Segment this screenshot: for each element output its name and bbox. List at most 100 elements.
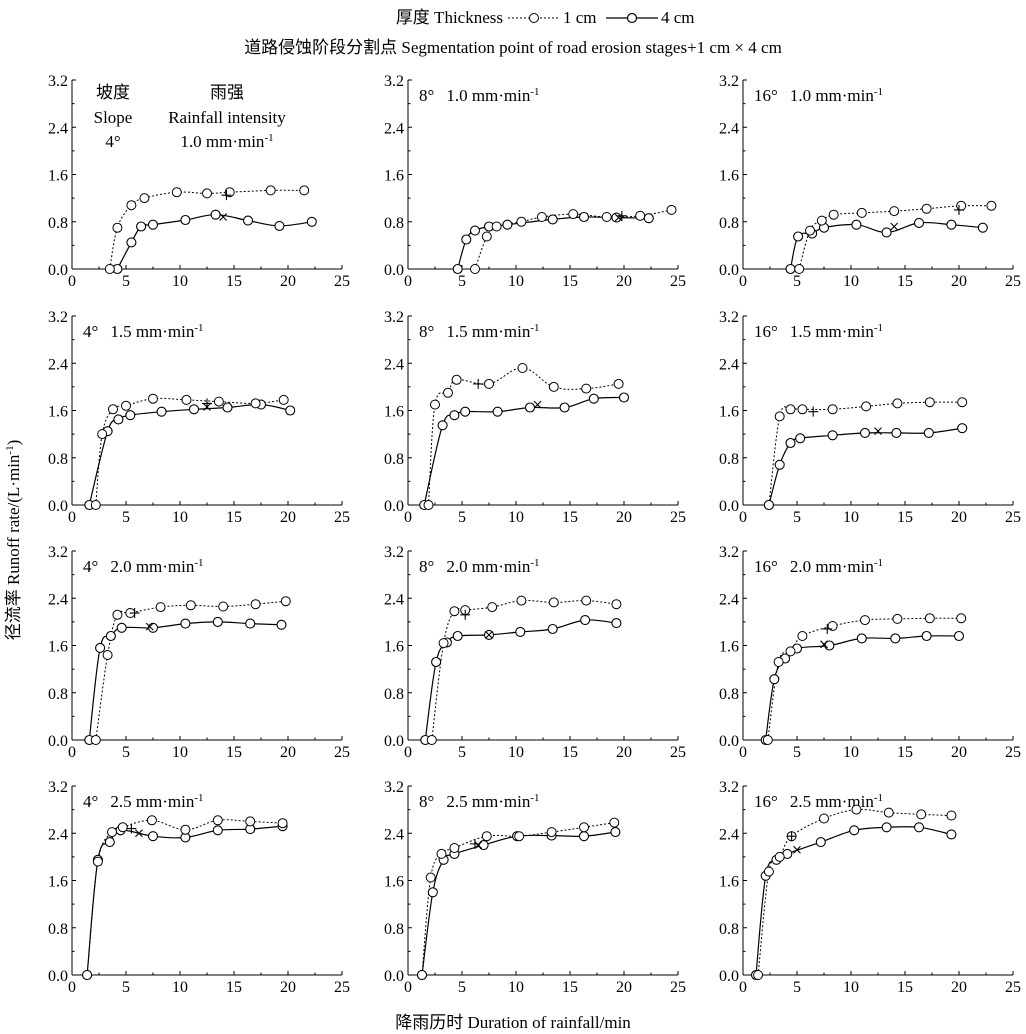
series-1cm-point xyxy=(224,187,235,198)
series-4cm-point xyxy=(977,222,988,233)
y-axis-label: 径流率 Runoff rate/(L·min-1) xyxy=(4,440,23,641)
series-1cm-point xyxy=(280,596,291,607)
series-1cm-point xyxy=(449,843,460,853)
panel-label: 4° 1.5 mm·min-1 xyxy=(83,322,204,341)
series-1cm-point xyxy=(430,399,440,410)
series-1cm-point xyxy=(613,378,624,389)
series-1cm-point xyxy=(491,221,502,232)
x-tick-label: 25 xyxy=(334,509,350,526)
series-1cm-point xyxy=(90,500,101,510)
segmentation-cross-marker xyxy=(203,403,211,411)
panel-12: 0.0 0.8 1.6 2.4 3.2 0 5 10 15 20 25 16° 2.5 mm·min-1 xyxy=(719,779,1021,996)
x-tick-label: 20 xyxy=(280,273,296,290)
segmentation-cross-marker xyxy=(474,841,483,849)
series-1cm-point xyxy=(426,735,437,745)
series-1cm-point xyxy=(112,222,123,233)
series-1cm-point xyxy=(956,613,967,624)
intensity-unit-sup: -1 xyxy=(194,322,203,334)
series-1cm-point xyxy=(827,621,838,631)
series-1cm-point xyxy=(250,398,261,409)
segmentation-plus-marker xyxy=(460,609,471,620)
x-tick-label: 25 xyxy=(670,979,686,996)
x-tick-label: 10 xyxy=(172,979,188,996)
slope-value-label: 8° xyxy=(419,86,434,105)
series-4cm-point xyxy=(618,392,630,403)
series-1cm-point xyxy=(797,404,808,415)
y-tick-label: 0.8 xyxy=(719,921,739,938)
x-tick-label: 0 xyxy=(739,509,747,526)
series-1cm-point xyxy=(763,500,774,510)
panel-9: 0.0 0.8 1.6 2.4 3.2 0 5 10 15 20 25 16° 2.0 mm·min-1 xyxy=(719,544,1021,761)
slope-value-label: 8° xyxy=(419,557,434,576)
y-tick-label: 0.0 xyxy=(48,498,68,515)
series-4cm-point xyxy=(769,674,780,685)
intensity-label: 1.0 mm·min xyxy=(790,86,875,105)
series-4cm-point xyxy=(116,622,127,633)
series-1cm-point xyxy=(794,264,805,274)
series-1cm-point xyxy=(797,631,808,641)
series-4cm-point xyxy=(913,217,925,228)
series-4cm-point xyxy=(502,219,513,230)
x-tick-label: 0 xyxy=(68,979,76,996)
slope-value-label: 4° xyxy=(83,557,98,576)
series-4cm-point xyxy=(285,405,296,416)
x-tick-label: 15 xyxy=(562,273,578,290)
legend-segmentation-line: 道路侵蚀阶段分割点 Segmentation point of road ero… xyxy=(244,38,782,57)
y-tick-label: 2.4 xyxy=(48,356,68,373)
series-4cm-point xyxy=(881,822,892,833)
series-4cm-point xyxy=(242,215,254,226)
x-tick-label: 15 xyxy=(897,509,913,526)
series-1cm-point xyxy=(819,813,829,824)
series-4cm-point xyxy=(431,656,442,668)
x-tick-label: 10 xyxy=(508,509,524,526)
x-tick-label: 20 xyxy=(280,744,296,761)
x-tick-label: 0 xyxy=(739,744,747,761)
series-1cm-point xyxy=(97,429,108,440)
series-1cm-point xyxy=(218,601,229,612)
segmentation-cross-marker xyxy=(533,400,542,409)
y-axis-label-close: ) xyxy=(4,440,23,446)
x-tick-label: 5 xyxy=(793,979,801,996)
x-tick-label: 5 xyxy=(458,979,466,996)
intensity-unit-sup: -1 xyxy=(874,792,883,804)
y-tick-label: 0.0 xyxy=(719,733,739,750)
x-tick-label: 5 xyxy=(793,744,801,761)
legend-segmentation-label: 道路侵蚀阶段分割点 Segmentation point of road ero… xyxy=(244,38,687,57)
segmentation-plus-marker xyxy=(808,406,819,417)
x-tick-label: 10 xyxy=(508,273,524,290)
x-tick-label: 10 xyxy=(508,744,524,761)
intensity-label: 1.5 mm·min xyxy=(446,322,531,341)
slope-value-label: 4° xyxy=(105,132,120,151)
panel-8: 0.0 0.8 1.6 2.4 3.2 0 5 10 15 20 25 8° 2.0 mm·min-1 xyxy=(384,544,686,761)
series-4cm-point xyxy=(851,219,862,230)
y-tick-label: 0.0 xyxy=(48,968,68,985)
x-tick-label: 15 xyxy=(226,744,242,761)
y-tick-label: 0.8 xyxy=(384,215,404,232)
x-tick-label: 5 xyxy=(122,273,130,290)
panel-6: 0.0 0.8 1.6 2.4 3.2 0 5 10 15 20 25 16° 1.5 mm·min-1 xyxy=(719,309,1021,526)
y-tick-label: 0.0 xyxy=(384,733,404,750)
series-4cm-point xyxy=(515,626,526,637)
segmentation-plus-marker xyxy=(469,838,480,849)
panel-label: 16° 1.5 mm·min-1 xyxy=(754,322,883,341)
x-tick-label: 15 xyxy=(562,509,578,526)
series-4cm-point xyxy=(452,263,463,275)
segmentation-plus-marker xyxy=(954,204,964,215)
legend-segmentation-markers: +1 cm × 4 cm xyxy=(687,38,782,57)
series-4cm-point xyxy=(212,825,223,836)
series-4cm-point xyxy=(427,887,438,898)
series-1cm-point xyxy=(774,851,785,862)
series-1cm-point xyxy=(245,816,256,827)
y-tick-label: 0.0 xyxy=(719,262,739,279)
panel-label: 8° 2.0 mm·min-1 xyxy=(419,557,540,576)
slope-value-label: 4° xyxy=(83,322,98,341)
x-axis-label: 降雨历时 Duration of rainfall/min xyxy=(395,1013,631,1032)
series-1cm-point xyxy=(278,394,289,405)
legend-1cm-marker xyxy=(529,13,539,23)
series-1cm-point xyxy=(185,600,196,611)
segmentation-cross-marker xyxy=(890,222,899,231)
panel-5: 0.0 0.8 1.6 2.4 3.2 0 5 10 15 20 25 8° 1.5 mm·min-1 xyxy=(384,309,686,526)
x-tick-label: 15 xyxy=(226,509,242,526)
series-1cm-point xyxy=(202,188,212,199)
slope-value-label: 8° xyxy=(419,792,434,811)
